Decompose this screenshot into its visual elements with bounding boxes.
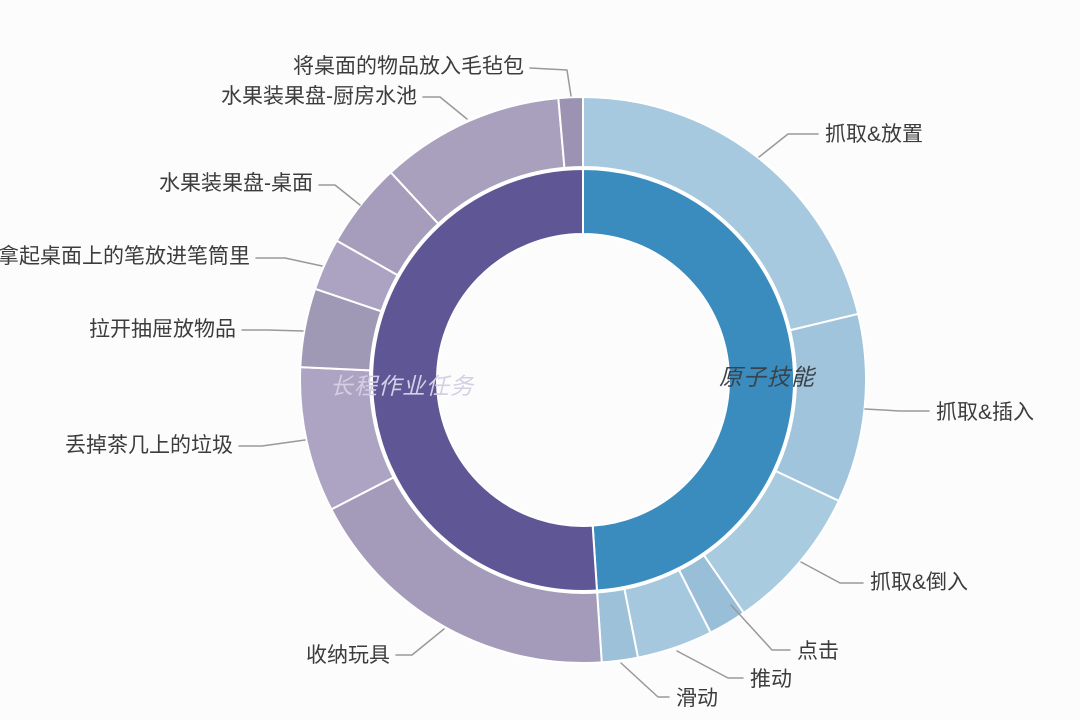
- inner-slice-changcheng: [371, 168, 598, 592]
- segment-label-lakai: 拉开抽屉放物品: [89, 318, 236, 341]
- leader-line-lakai: [241, 329, 304, 332]
- leader-line-shouna: [395, 628, 445, 656]
- segment-label-fangzhi: 抓取&放置: [825, 123, 923, 146]
- segment-label-maozhan: 将桌面的物品放入毛毡包: [293, 55, 524, 78]
- segment-label-charu: 抓取&插入: [936, 401, 1034, 424]
- leader-line-zhuomian: [318, 184, 361, 206]
- segment-label-daoru: 抓取&倒入: [870, 571, 968, 594]
- segment-label-dianji: 点击: [797, 640, 839, 663]
- leader-line-naqi: [255, 257, 323, 267]
- leader-line-daoru: [800, 561, 864, 584]
- segment-label-naqi: 拿起桌面上的笔放进笔筒里: [0, 244, 250, 268]
- leader-line-charu: [864, 408, 930, 412]
- leader-line-fangzhi: [758, 133, 819, 158]
- leader-line-huadong: [620, 662, 670, 698]
- segment-label-huadong: 滑动: [676, 687, 718, 710]
- outer-slice-maozhan: [557, 96, 584, 169]
- segment-label-diudiao: 丢掉茶几上的垃圾: [65, 434, 233, 457]
- segment-label-shouna: 收纳玩具: [306, 644, 390, 667]
- leader-line-chufang: [422, 96, 468, 120]
- ring-label-changcheng: 长程作业任务: [330, 373, 475, 399]
- leader-line-dianji: [730, 604, 791, 651]
- leader-line-tuidong: [676, 650, 744, 679]
- segment-label-zhuomian: 水果装果盘-桌面: [159, 172, 313, 195]
- segment-label-tuidong: 推动: [750, 668, 792, 691]
- leader-line-maozhan: [529, 67, 572, 97]
- leader-line-diudiao: [238, 439, 306, 447]
- ring-label-yuanzi: 原子技能: [719, 364, 817, 390]
- segment-label-chufang: 水果装果盘-厨房水池: [221, 85, 417, 108]
- inner-slice-yuanzi: [582, 168, 795, 592]
